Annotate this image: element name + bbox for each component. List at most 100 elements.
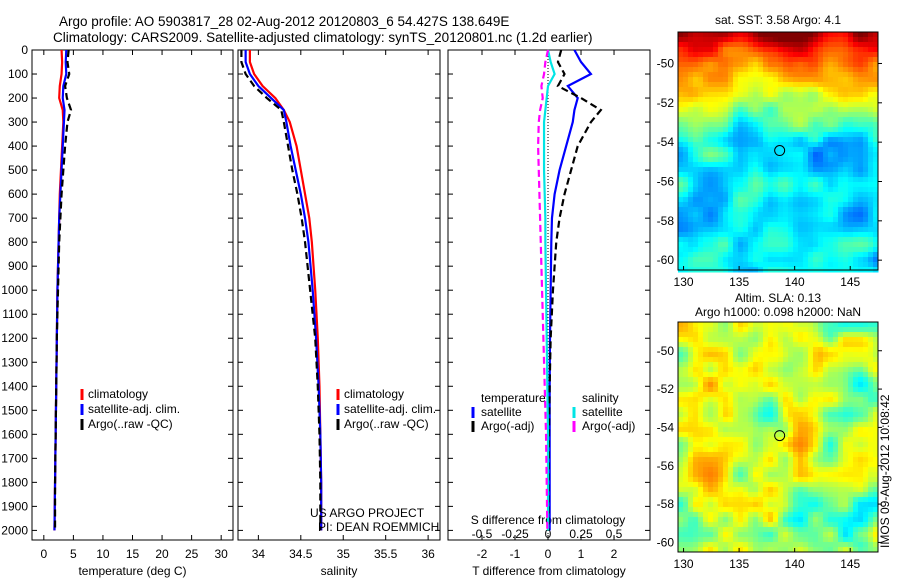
map-cell: [828, 222, 834, 228]
map-cell: [708, 92, 714, 98]
map-cell: [823, 472, 829, 478]
map-cell: [768, 32, 774, 38]
map-cell: [708, 377, 714, 383]
map-cell: [823, 322, 829, 328]
map-cell: [873, 432, 879, 438]
map-cell: [828, 227, 834, 233]
map-cell: [833, 517, 839, 523]
map-cell: [748, 477, 754, 483]
map-cell: [843, 547, 849, 553]
map-cell: [683, 152, 689, 158]
map-cell: [758, 227, 764, 233]
map-cell: [863, 482, 869, 488]
map-cell: [718, 472, 724, 478]
map-cell: [853, 422, 859, 428]
map-cell: [748, 107, 754, 113]
map-cell: [778, 422, 784, 428]
map-cell: [738, 397, 744, 403]
map-cell: [678, 257, 684, 263]
map-cell: [718, 187, 724, 193]
map-cell: [678, 72, 684, 78]
map-cell: [688, 362, 694, 368]
map-cell: [748, 517, 754, 523]
map-cell: [768, 57, 774, 63]
map-cell: [838, 382, 844, 388]
map-cell: [708, 352, 714, 358]
map-cell: [833, 547, 839, 553]
map-cell: [818, 522, 824, 528]
map-cell: [808, 387, 814, 393]
map-cell: [853, 382, 859, 388]
map-cell: [748, 252, 754, 258]
map-cell: [758, 432, 764, 438]
map-cell: [788, 387, 794, 393]
map-cell: [813, 127, 819, 133]
map-cell: [683, 142, 689, 148]
map-cell: [738, 497, 744, 503]
map-cell: [778, 387, 784, 393]
map-cell: [723, 342, 729, 348]
map-cell: [703, 107, 709, 113]
map-cell: [838, 152, 844, 158]
map-cell: [678, 522, 684, 528]
map-cell: [818, 487, 824, 493]
map-cell: [853, 417, 859, 423]
map-cell: [753, 132, 759, 138]
map-cell: [798, 172, 804, 178]
map-cell: [738, 352, 744, 358]
map-cell: [833, 527, 839, 533]
map-cell: [858, 362, 864, 368]
map-cell: [873, 492, 879, 498]
map-cell: [728, 362, 734, 368]
map-cell: [803, 347, 809, 353]
map-cell: [693, 512, 699, 518]
map-cell: [748, 37, 754, 43]
map-cell: [728, 67, 734, 73]
map-cell: [833, 377, 839, 383]
map-cell: [718, 362, 724, 368]
map-cell: [863, 447, 869, 453]
map-cell: [773, 62, 779, 68]
map-cell: [773, 482, 779, 488]
map-cell: [698, 412, 704, 418]
map-cell: [793, 87, 799, 93]
map-cell: [753, 112, 759, 118]
map-cell: [718, 357, 724, 363]
map-cell: [808, 422, 814, 428]
map-cell: [823, 242, 829, 248]
map-cell: [713, 97, 719, 103]
map-cell: [748, 432, 754, 438]
y-tick-label: 1000: [1, 283, 28, 297]
map-cell: [683, 232, 689, 238]
map-cell: [698, 432, 704, 438]
map-cell: [713, 422, 719, 428]
map-cell: [718, 112, 724, 118]
map-cell: [683, 252, 689, 258]
map-cell: [773, 357, 779, 363]
map-cell: [718, 132, 724, 138]
map-cell: [748, 442, 754, 448]
map-cell: [738, 532, 744, 538]
map-cell: [783, 157, 789, 163]
map-cell: [738, 412, 744, 418]
map-cell: [828, 172, 834, 178]
map-cell: [763, 172, 769, 178]
map-cell: [733, 537, 739, 543]
map-cell: [763, 492, 769, 498]
map-cell: [678, 97, 684, 103]
map-cell: [728, 472, 734, 478]
map-cell: [753, 77, 759, 83]
map-cell: [843, 52, 849, 58]
map-cell: [853, 327, 859, 333]
map-cell: [818, 407, 824, 413]
map-cell: [693, 322, 699, 328]
map-cell: [688, 412, 694, 418]
map-cell: [803, 197, 809, 203]
map-cell: [678, 202, 684, 208]
map-cell: [803, 67, 809, 73]
map-cell: [758, 67, 764, 73]
map-cell: [718, 192, 724, 198]
map-cell: [753, 222, 759, 228]
map-cell: [843, 92, 849, 98]
